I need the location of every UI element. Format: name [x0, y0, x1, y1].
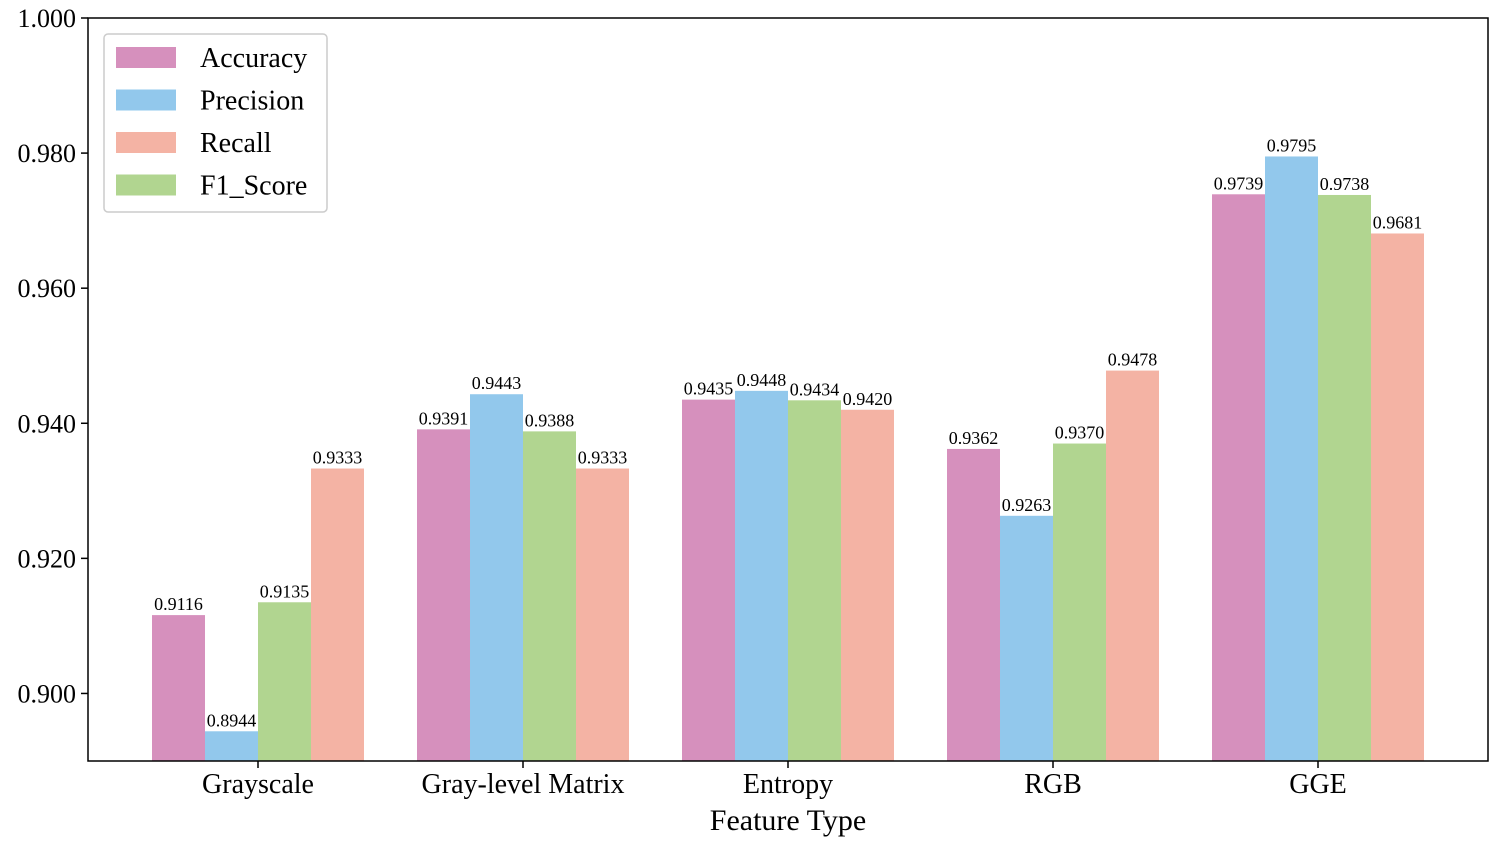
bar-f1-score-2	[523, 431, 576, 761]
bar-f1-score-5	[1318, 194, 1371, 761]
legend: Accuracy Precision Recall F1_Score	[103, 33, 328, 213]
x-tick-label: Grayscale	[202, 769, 314, 800]
data-label: 0.9116	[154, 594, 203, 614]
x-tick-label: Entropy	[743, 769, 833, 800]
bar-precision-3	[735, 390, 788, 761]
data-label: 0.9135	[260, 581, 310, 601]
bar-accuracy-3	[682, 399, 735, 761]
data-label: 0.9681	[1373, 212, 1423, 232]
data-label: 0.9388	[525, 410, 575, 430]
legend-label-accuracy: Accuracy	[200, 43, 307, 74]
bar-recall-5	[1371, 233, 1424, 762]
bar-recall-4	[1106, 370, 1159, 761]
data-label: 0.9448	[737, 370, 787, 390]
data-label: 0.8944	[207, 710, 257, 730]
y-axis: 0.900 0.920 0.940 0.960 0.980 1.000	[18, 4, 88, 708]
data-label: 0.9795	[1267, 135, 1317, 155]
data-label: 0.9370	[1055, 423, 1105, 443]
data-label: 0.9443	[472, 373, 522, 393]
x-axis: Grayscale Gray-level Matrix Entropy RGB GGE	[202, 761, 1347, 800]
bars-group	[152, 156, 1424, 762]
data-label: 0.9435	[684, 379, 734, 399]
y-tick-label: 0.940	[18, 409, 77, 438]
bar-precision-2	[470, 394, 523, 761]
bar-f1-score-1	[258, 602, 311, 761]
bar-recall-1	[311, 468, 364, 761]
legend-swatch-precision	[116, 89, 176, 111]
x-axis-title: Feature Type	[710, 804, 866, 837]
data-label: 0.9362	[949, 428, 999, 448]
data-label: 0.9333	[313, 448, 363, 468]
y-tick-label: 0.980	[18, 139, 77, 168]
bar-recall-3	[841, 409, 894, 761]
bar-accuracy-5	[1212, 194, 1265, 761]
y-tick-label: 0.900	[18, 679, 77, 708]
legend-swatch-recall	[116, 132, 176, 153]
bar-accuracy-4	[947, 448, 1000, 761]
x-tick-label: Gray-level Matrix	[422, 769, 625, 800]
data-label: 0.9420	[843, 389, 893, 409]
data-label: 0.9263	[1002, 495, 1052, 515]
legend-label-recall: Recall	[200, 128, 272, 159]
legend-label-f1-score: F1_Score	[200, 171, 307, 202]
data-label: 0.9333	[578, 448, 628, 468]
data-label: 0.9434	[790, 379, 840, 399]
data-label: 0.9391	[419, 408, 469, 428]
data-labels-group: 0.91160.89440.91350.93330.93910.94430.93…	[154, 135, 1422, 730]
data-label: 0.9738	[1320, 174, 1370, 194]
bar-accuracy-1	[152, 615, 205, 761]
legend-label-precision: Precision	[200, 86, 304, 117]
data-label: 0.9478	[1108, 350, 1158, 370]
data-label: 0.9739	[1214, 173, 1264, 193]
bar-precision-5	[1265, 156, 1318, 761]
bar-precision-1	[205, 731, 258, 761]
bar-f1-score-4	[1053, 443, 1106, 761]
y-tick-label: 1.000	[18, 4, 77, 33]
bar-precision-4	[1000, 515, 1053, 761]
y-tick-label: 0.960	[18, 274, 77, 303]
x-tick-label: GGE	[1289, 769, 1347, 800]
bar-f1-score-3	[788, 400, 841, 761]
x-tick-label: RGB	[1024, 769, 1082, 800]
y-tick-label: 0.920	[18, 544, 77, 573]
legend-swatch-f1-score	[116, 174, 176, 196]
legend-swatch-accuracy	[116, 47, 176, 68]
bar-recall-2	[576, 468, 629, 761]
bar-accuracy-2	[417, 429, 470, 761]
legend-frame	[103, 33, 328, 213]
